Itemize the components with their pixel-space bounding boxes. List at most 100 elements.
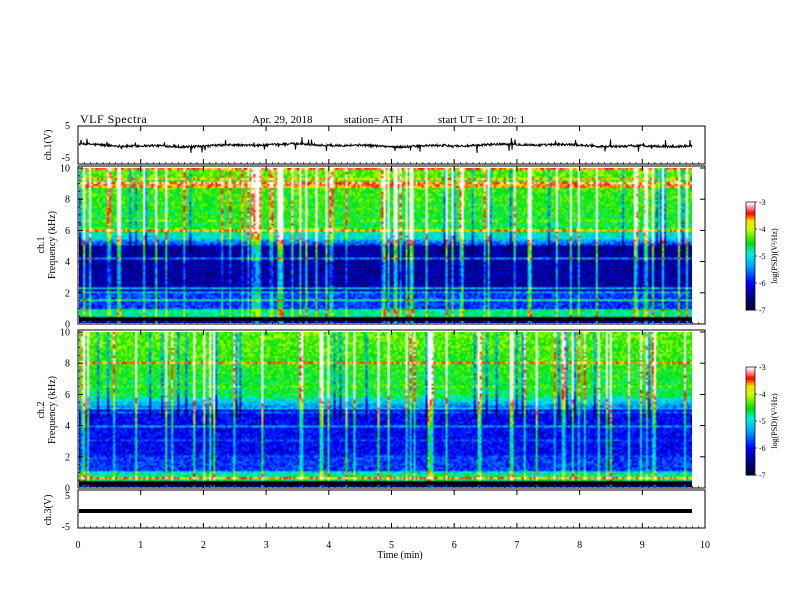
ch1-waveform-panel: 5 -5 ch.1(V) — [43, 121, 706, 165]
colorbar-swatch — [746, 293, 755, 297]
colorbar-swatch — [746, 437, 755, 440]
colorbar-swatch — [746, 223, 755, 226]
colorbar-swatch — [746, 308, 755, 311]
colorbar-swatch — [746, 381, 755, 384]
colorbar-swatch — [746, 442, 755, 445]
station-label: station= ATH — [344, 114, 403, 126]
time-axis: 0 1 2 3 4 5 6 7 8 9 10 — [76, 126, 710, 551]
colorbar-swatch — [746, 238, 755, 241]
colorbar-tick-label: -6 — [759, 444, 766, 453]
colorbar-tick-label: -5 — [759, 417, 766, 426]
colorbar-swatch — [746, 211, 755, 214]
ch2-spectrogram-panel: 0 2 4 6 8 10 ch.2 Frequency (kHz) — [36, 328, 706, 495]
colorbar-swatch — [746, 444, 755, 447]
colorbar-swatch — [746, 395, 755, 399]
colorbar-swatch — [746, 471, 755, 474]
colorbar-swatch — [746, 220, 755, 223]
colorbar-swatch — [746, 428, 755, 431]
colorbar-swatch — [746, 466, 755, 469]
colorbar-swatch — [746, 286, 755, 289]
colorbar-tick-label: -7 — [759, 471, 766, 480]
colorbar-swatch — [746, 221, 755, 225]
x-tick-label: 0 — [76, 540, 81, 551]
ch2-colorbar: -3 -4 -5 -6 -7 log(PSD)(V²/Hz) — [745, 363, 779, 480]
colorbar-swatch — [746, 397, 755, 400]
colorbar-swatch — [746, 227, 755, 230]
colorbar-label: log(PSD)(V²/Hz) — [770, 228, 779, 284]
start-time-label: start UT = 10: 20: 1 — [438, 114, 525, 126]
colorbar-swatch — [746, 234, 755, 237]
colorbar-swatch — [746, 239, 755, 243]
colorbar-swatch — [746, 403, 755, 406]
colorbar-swatch — [746, 460, 755, 463]
colorbar-tick-label: -3 — [759, 198, 766, 207]
colorbar-swatch — [746, 256, 755, 259]
x-tick-label: 4 — [326, 540, 331, 551]
colorbar-swatch — [746, 433, 755, 436]
colorbar-swatch — [746, 401, 755, 404]
colorbar-swatch — [746, 426, 755, 429]
colorbar-swatch — [746, 218, 755, 221]
colorbar-swatch — [746, 469, 755, 472]
colorbar-swatch — [746, 283, 755, 286]
colorbar-swatch — [746, 458, 755, 462]
colorbar-swatch — [746, 385, 755, 388]
colorbar-swatch — [746, 203, 755, 207]
colorbar-swatch — [746, 451, 755, 454]
colorbar-swatch — [746, 261, 755, 264]
colorbar-swatch — [746, 229, 755, 232]
colorbar-swatch — [746, 299, 755, 302]
colorbar-swatch — [746, 292, 755, 295]
ch1-ylabel-frequency: Frequency (kHz) — [47, 211, 58, 279]
time-axis-label: Time (min) — [377, 550, 422, 561]
colorbar-swatch — [746, 265, 755, 268]
colorbar-swatch — [746, 457, 755, 460]
y-tick-label: 10 — [60, 328, 70, 339]
colorbar-label: log(PSD)(V²/Hz) — [770, 393, 779, 449]
colorbar-swatch — [746, 225, 755, 228]
y-tick-label: 0 — [65, 320, 70, 331]
x-tick-label: 8 — [577, 540, 582, 551]
x-tick-label: 9 — [640, 540, 645, 551]
ch1-colorbar: -3 -4 -5 -6 -7 log(PSD)(V²/Hz) — [745, 198, 779, 315]
colorbar-swatch — [746, 274, 755, 277]
x-tick-label: 3 — [264, 540, 269, 551]
colorbar-swatch — [746, 243, 755, 246]
ch1-spectrogram-panel: 0 2 4 6 8 10 ch.1 Frequency (kHz) — [36, 164, 706, 331]
colorbar-tick-label: -5 — [759, 252, 766, 261]
colorbar-swatch — [746, 232, 755, 235]
y-tick-label: 0 — [65, 484, 70, 495]
colorbar-swatch — [746, 241, 755, 244]
colorbar-swatch — [746, 430, 755, 433]
colorbar-swatch — [746, 290, 755, 293]
colorbar-swatch — [746, 473, 755, 476]
colorbar-swatch — [746, 304, 755, 307]
colorbar-swatch — [746, 302, 755, 306]
colorbar-swatch — [746, 266, 755, 270]
colorbar-swatch — [746, 392, 755, 395]
colorbar-swatch — [746, 279, 755, 282]
x-tick-label: 1 — [138, 540, 143, 551]
ch1-ylabel: ch.1(V) — [43, 130, 54, 161]
y-tick-label: 4 — [65, 257, 70, 268]
colorbar-swatch — [746, 216, 755, 219]
colorbar-swatch — [746, 259, 755, 262]
ch1-ytick-bottom: -5 — [62, 153, 70, 164]
colorbar-swatch — [746, 435, 755, 438]
colorbar-swatch — [746, 390, 755, 393]
colorbar-tick-label: -4 — [759, 390, 766, 399]
colorbar-swatch — [746, 408, 755, 411]
colorbar-swatch — [746, 376, 755, 379]
ch3-ytick-bottom: -5 — [62, 522, 70, 533]
colorbar-tick-label: -4 — [759, 225, 766, 234]
y-tick-label: 6 — [65, 390, 70, 401]
ch2-ylabel-channel: ch.2 — [36, 402, 47, 419]
y-tick-label: 2 — [65, 452, 70, 463]
colorbar-tick-label: -7 — [759, 306, 766, 315]
colorbar-swatch — [746, 248, 755, 252]
ch2-ylabel-frequency: Frequency (kHz) — [47, 376, 58, 444]
x-tick-label: 2 — [201, 540, 206, 551]
colorbar-swatch — [746, 281, 755, 284]
colorbar-swatch — [746, 404, 755, 408]
